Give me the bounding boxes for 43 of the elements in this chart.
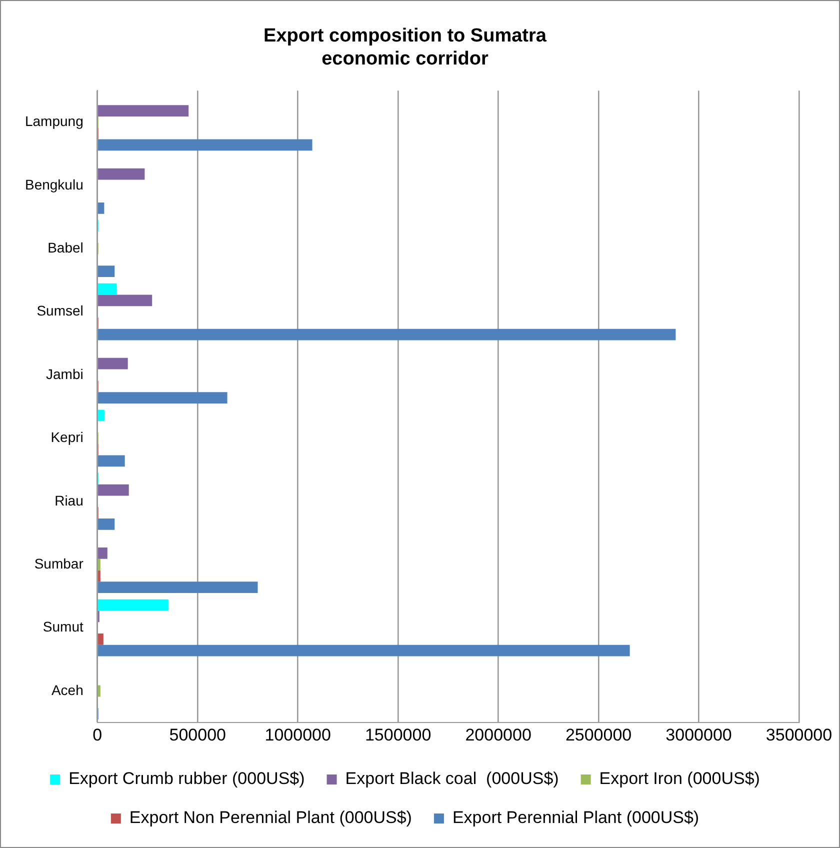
x-tick-label: 1500000 bbox=[364, 725, 432, 744]
bar bbox=[98, 548, 108, 559]
x-tick-label: 0 bbox=[92, 725, 102, 744]
y-tick-label: Lampung bbox=[24, 113, 84, 130]
bar bbox=[98, 294, 152, 306]
legend-label: Export Crumb rubber (000US$) bbox=[68, 769, 305, 788]
bar bbox=[98, 202, 104, 214]
x-tick-label: 3500000 bbox=[766, 725, 832, 744]
y-tick-label: Sumut bbox=[42, 618, 84, 635]
x-tick-label: 1000000 bbox=[264, 725, 331, 744]
bar bbox=[98, 392, 228, 404]
legend-label: Export Black coal (000US$) bbox=[345, 769, 559, 788]
bar bbox=[98, 484, 129, 496]
bar bbox=[98, 168, 145, 180]
legend-label: Export Perennial Plant (000US$) bbox=[452, 808, 700, 828]
y-tick-label: Sumbar bbox=[34, 555, 84, 572]
bar bbox=[98, 582, 258, 594]
y-tick-label: Jambi bbox=[46, 366, 84, 382]
bar bbox=[98, 633, 104, 645]
x-tick-label: 2000000 bbox=[465, 725, 532, 744]
y-tick-label: Babel bbox=[48, 239, 84, 256]
legend-label: Export Non Perennial Plant (000US$) bbox=[129, 808, 412, 828]
y-tick-label: Sumsel bbox=[36, 302, 84, 319]
bar bbox=[98, 455, 125, 467]
bar bbox=[98, 410, 104, 422]
legend-label: Export Iron (000US$) bbox=[599, 769, 760, 788]
y-tick-label: Aceh bbox=[51, 682, 84, 698]
x-tick-label: 500000 bbox=[169, 725, 226, 744]
x-tick-label: 3000000 bbox=[666, 725, 732, 744]
bar bbox=[98, 518, 115, 530]
bar bbox=[98, 328, 676, 340]
bar bbox=[98, 139, 312, 151]
chart-title: Export composition to Sumatra economic corridor bbox=[264, 26, 547, 70]
y-tick-label: Bengkulu bbox=[24, 176, 84, 192]
y-tick-label: Kepri bbox=[50, 429, 84, 446]
x-tick-label: 2500000 bbox=[565, 725, 632, 744]
bar bbox=[98, 644, 630, 656]
bar bbox=[98, 105, 189, 117]
bar bbox=[98, 358, 128, 370]
bar bbox=[98, 599, 168, 611]
bar bbox=[98, 283, 117, 295]
bar bbox=[98, 266, 115, 278]
y-tick-label: Riau bbox=[54, 492, 84, 508]
